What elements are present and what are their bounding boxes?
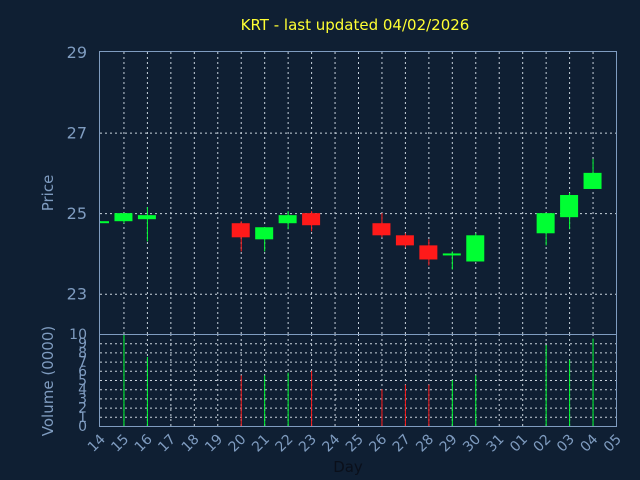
day-tick-label: 29 xyxy=(437,432,461,456)
day-tick-label: 26 xyxy=(366,431,390,455)
volume-tick-label: 4 xyxy=(78,382,87,398)
candle-body xyxy=(372,223,391,236)
candle-body xyxy=(114,213,133,222)
volume-plot-frame xyxy=(99,334,617,427)
candle-body xyxy=(536,213,555,234)
volume-tick-label: 3 xyxy=(78,391,87,407)
day-tick-label: 31 xyxy=(484,432,508,456)
volume-tick-label: 9 xyxy=(78,336,87,352)
day-tick-label: 25 xyxy=(343,432,367,456)
chart-title: KRT - last updated 04/02/2026 xyxy=(241,16,470,34)
candle-body xyxy=(255,227,274,240)
volume-tick-label: 8 xyxy=(78,345,87,361)
day-tick-label: 02 xyxy=(531,432,555,456)
candlesticks xyxy=(100,158,602,270)
volume-tick-label: 1 xyxy=(78,410,87,426)
day-tick-label: 01 xyxy=(507,432,531,456)
day-tick-label: 28 xyxy=(413,432,437,456)
candle-body xyxy=(302,213,321,226)
day-axis-ticks: 14 15 16 17 18 19 20 21 22 23 24 25 26 27 28 29 30 31 01 02… xyxy=(85,431,625,455)
day-tick-label: 21 xyxy=(249,432,273,456)
price-axis-label: Price xyxy=(39,175,57,212)
volume-tick-label: 6 xyxy=(78,364,87,380)
day-tick-label: 30 xyxy=(460,432,484,456)
candle-body xyxy=(231,223,250,238)
candle-body xyxy=(100,221,109,224)
volume-tick-label: 10 xyxy=(69,327,87,343)
day-tick-label: 04 xyxy=(577,431,601,455)
candle-body xyxy=(137,215,156,220)
volume-tick-label: 2 xyxy=(78,401,87,417)
volume-axis-label: Volume (0000) xyxy=(39,326,57,436)
candle-body xyxy=(395,235,414,246)
volume-bars xyxy=(123,334,594,426)
day-tick-label: 15 xyxy=(108,432,132,456)
day-tick-label: 03 xyxy=(554,432,578,456)
price-tick-label: 23 xyxy=(67,285,87,304)
day-tick-label: 23 xyxy=(296,432,320,456)
candle-body xyxy=(583,172,602,189)
volume-gridlines xyxy=(100,334,616,426)
volume-tick-label: 5 xyxy=(78,373,87,389)
candle-body xyxy=(442,253,461,256)
price-tick-label: 27 xyxy=(67,124,87,143)
day-axis-label: Day xyxy=(333,458,363,476)
volume-tick-label: 0 xyxy=(78,419,87,435)
candle-body xyxy=(278,215,297,224)
day-tick-label: 20 xyxy=(226,432,250,456)
candle-body xyxy=(560,195,579,218)
price-tick-label: 29 xyxy=(67,43,87,62)
day-tick-label: 22 xyxy=(273,432,297,456)
day-tick-label: 18 xyxy=(179,432,203,456)
day-tick-label: 17 xyxy=(155,432,179,456)
day-tick-label: 24 xyxy=(319,431,343,455)
candle-body xyxy=(419,245,438,260)
price-tick-label: 25 xyxy=(67,204,87,223)
day-tick-label: 14 xyxy=(85,431,109,455)
day-tick-label: 05 xyxy=(601,432,625,456)
price-axis-ticks: 23 25 27 29 xyxy=(67,43,87,304)
day-tick-label: 16 xyxy=(132,431,156,455)
candle-body xyxy=(466,235,485,262)
day-tick-label: 27 xyxy=(390,432,414,456)
price-gridlines xyxy=(100,52,616,334)
volume-tick-label: 7 xyxy=(78,355,87,371)
day-tick-label: 19 xyxy=(202,432,226,456)
